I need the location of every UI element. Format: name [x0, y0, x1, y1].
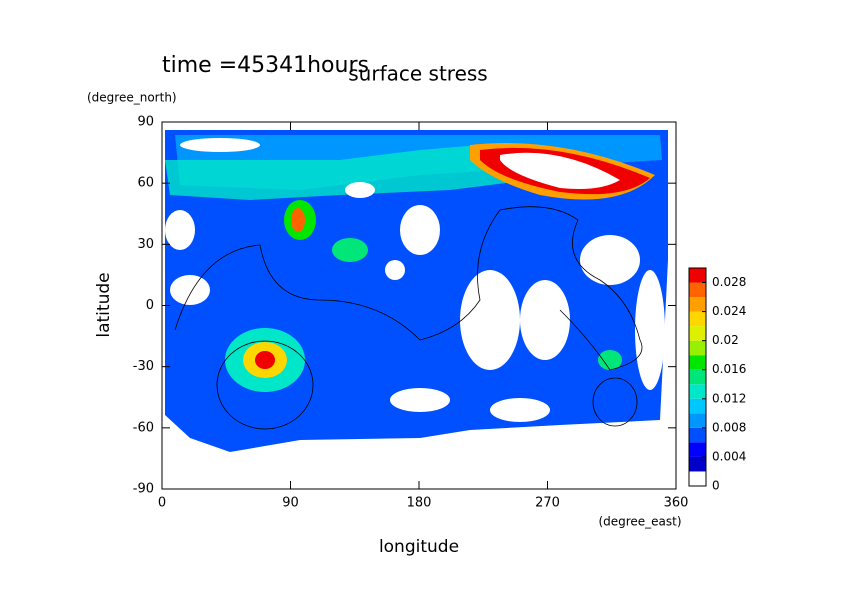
colorbar-swatch [689, 427, 706, 443]
y-axis-label: latitude [94, 272, 114, 337]
colorbar-swatch [689, 456, 706, 472]
y-tick-label: 30 [137, 237, 154, 252]
colorbar-tick-label: 0.02 [712, 333, 739, 347]
colorbar-frame [688, 267, 707, 487]
colorbar-swatch [689, 471, 706, 486]
colorbar-swatch [689, 442, 706, 457]
y-tick-label: 90 [137, 115, 154, 130]
x-tick-label: 270 [535, 496, 560, 511]
y-tick-label: -90 [133, 482, 154, 497]
colorbar-swatch [689, 311, 706, 327]
colorbar-tick-label: 0 [712, 479, 720, 493]
colorbar-swatch [689, 413, 706, 428]
colorbar-tick-label: 0.024 [712, 304, 746, 318]
colorbar-swatch [689, 340, 706, 356]
colorbar-swatch [689, 282, 706, 298]
colorbar-tick-label: 0.028 [712, 275, 746, 289]
colorbar-tick-label: 0.012 [712, 391, 746, 405]
y-tick-label: -60 [133, 420, 154, 435]
colorbar-tick-label: 0.004 [712, 449, 746, 463]
y-unit: (degree_north) [87, 91, 177, 105]
chart-title: surface stress [348, 62, 487, 86]
colorbar-swatch [689, 297, 706, 312]
x-tick-label: 180 [407, 496, 432, 511]
colorbar-swatch [689, 398, 706, 414]
field [165, 130, 668, 452]
colorbar-tick-label: 0.016 [712, 362, 746, 376]
colorbar-tick-label: 0.008 [712, 420, 746, 434]
chart-subtitle: time =45341hours [162, 53, 369, 78]
y-tick-label: 60 [137, 176, 154, 191]
colorbar-swatch [689, 369, 706, 385]
colorbar-swatch [689, 384, 706, 399]
x-tick-label: 360 [664, 496, 689, 511]
colorbar-swatch [689, 355, 706, 370]
x-tick-label: 90 [282, 496, 299, 511]
x-unit: (degree_east) [598, 515, 681, 529]
colorbar-swatch [689, 326, 706, 341]
x-tick-label: 0 [158, 496, 166, 511]
y-tick-label: 0 [146, 298, 154, 313]
colorbar-swatch [689, 268, 706, 283]
x-axis-label: longitude [379, 537, 459, 557]
y-tick-label: -30 [133, 359, 154, 374]
